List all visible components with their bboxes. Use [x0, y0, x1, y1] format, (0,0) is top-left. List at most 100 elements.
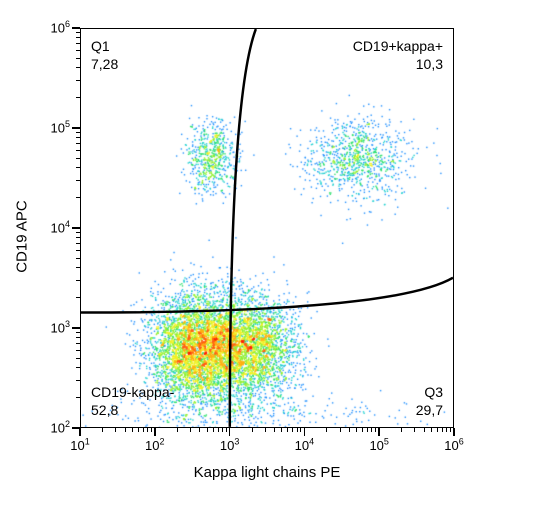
y-tick-minor	[76, 380, 80, 381]
y-tick-minor	[76, 237, 80, 238]
x-tick-minor	[147, 428, 148, 432]
x-tick-minor	[424, 428, 425, 432]
y-tick-minor	[76, 167, 80, 168]
flow-cytometry-chart: Q1 7,28 CD19+kappa+ 10,3 Q3 29,7 CD19-ka…	[0, 0, 553, 532]
quadrant-label-q2: CD19+kappa+ 10,3	[353, 37, 443, 73]
y-tick-minor	[76, 250, 80, 251]
x-tick-minor	[414, 428, 415, 432]
quadrant-label-q1: Q1 7,28	[91, 37, 118, 73]
x-axis-label: Kappa light chains PE	[194, 464, 341, 481]
x-tick-minor	[297, 428, 298, 432]
y-tick-minor	[76, 132, 80, 133]
x-tick-minor	[199, 428, 200, 432]
y-tick-label: 102	[51, 421, 70, 436]
y-tick-minor	[76, 67, 80, 68]
plot-area: Q1 7,28 CD19+kappa+ 10,3 Q3 29,7 CD19-ka…	[80, 28, 454, 428]
quadrant-name: Q3	[424, 384, 443, 400]
y-tick-minor	[76, 97, 80, 98]
x-tick-minor	[213, 428, 214, 432]
quadrant-percent: 10,3	[416, 56, 443, 72]
x-tick-minor	[442, 428, 443, 432]
x-tick-minor	[326, 428, 327, 432]
y-tick-major	[72, 227, 80, 229]
y-tick-minor	[76, 297, 80, 298]
x-tick-label: 102	[145, 438, 164, 453]
x-tick-minor	[143, 428, 144, 432]
y-tick-minor	[76, 50, 80, 51]
y-tick-minor	[76, 197, 80, 198]
y-tick-major	[72, 27, 80, 29]
x-tick-minor	[367, 428, 368, 432]
y-tick-minor	[76, 367, 80, 368]
x-tick-minor	[371, 428, 372, 432]
x-tick-label: 106	[444, 438, 463, 453]
y-tick-minor	[76, 80, 80, 81]
y-tick-minor	[76, 267, 80, 268]
x-tick-minor	[362, 428, 363, 432]
y-tick-label: 105	[51, 121, 70, 136]
x-tick-major	[378, 428, 380, 436]
quadrant-label-q3: Q3 29,7	[416, 383, 443, 419]
y-tick-minor	[76, 150, 80, 151]
y-tick-minor	[76, 180, 80, 181]
x-tick-minor	[356, 428, 357, 432]
y-tick-label: 106	[51, 21, 70, 36]
x-tick-minor	[218, 428, 219, 432]
y-tick-minor	[76, 337, 80, 338]
y-tick-minor	[76, 243, 80, 244]
y-tick-major	[72, 127, 80, 129]
x-tick-minor	[265, 428, 266, 432]
x-tick-minor	[252, 428, 253, 432]
x-tick-label: 103	[220, 438, 239, 453]
x-tick-label: 101	[70, 438, 89, 453]
x-tick-major	[453, 428, 455, 436]
y-tick-minor	[76, 158, 80, 159]
x-tick-minor	[401, 428, 402, 432]
y-tick-minor	[76, 397, 80, 398]
x-tick-minor	[287, 428, 288, 432]
y-tick-major	[72, 427, 80, 429]
x-tick-minor	[151, 428, 152, 432]
x-tick-minor	[431, 428, 432, 432]
y-tick-label: 104	[51, 221, 70, 236]
y-tick-minor	[76, 343, 80, 344]
x-tick-major	[154, 428, 156, 436]
y-tick-minor	[76, 37, 80, 38]
x-tick-minor	[102, 428, 103, 432]
y-tick-minor	[76, 350, 80, 351]
x-tick-major	[79, 428, 81, 436]
y-tick-minor	[76, 258, 80, 259]
quadrant-percent: 52,8	[91, 402, 118, 418]
quadrant-label-q4: CD19-kappa- 52,8	[91, 383, 174, 419]
x-tick-label: 104	[295, 438, 314, 453]
y-tick-minor	[76, 32, 80, 33]
x-tick-minor	[437, 428, 438, 432]
x-tick-minor	[274, 428, 275, 432]
x-tick-minor	[207, 428, 208, 432]
y-tick-minor	[76, 143, 80, 144]
x-tick-minor	[115, 428, 116, 432]
x-tick-minor	[226, 428, 227, 432]
x-tick-minor	[281, 428, 282, 432]
y-tick-minor	[76, 58, 80, 59]
quadrant-name: CD19+kappa+	[353, 38, 443, 54]
density-scatter	[81, 29, 454, 428]
x-tick-minor	[138, 428, 139, 432]
y-tick-minor	[76, 332, 80, 333]
y-tick-minor	[76, 137, 80, 138]
x-tick-minor	[190, 428, 191, 432]
x-tick-minor	[125, 428, 126, 432]
y-tick-label: 103	[51, 321, 70, 336]
quadrant-name: CD19-kappa-	[91, 384, 174, 400]
x-tick-minor	[450, 428, 451, 432]
y-tick-minor	[76, 43, 80, 44]
y-tick-minor	[76, 358, 80, 359]
x-tick-minor	[292, 428, 293, 432]
x-tick-minor	[300, 428, 301, 432]
x-tick-minor	[132, 428, 133, 432]
quadrant-percent: 29,7	[416, 402, 443, 418]
x-tick-minor	[177, 428, 178, 432]
x-tick-major	[304, 428, 306, 436]
x-tick-minor	[222, 428, 223, 432]
x-tick-minor	[349, 428, 350, 432]
